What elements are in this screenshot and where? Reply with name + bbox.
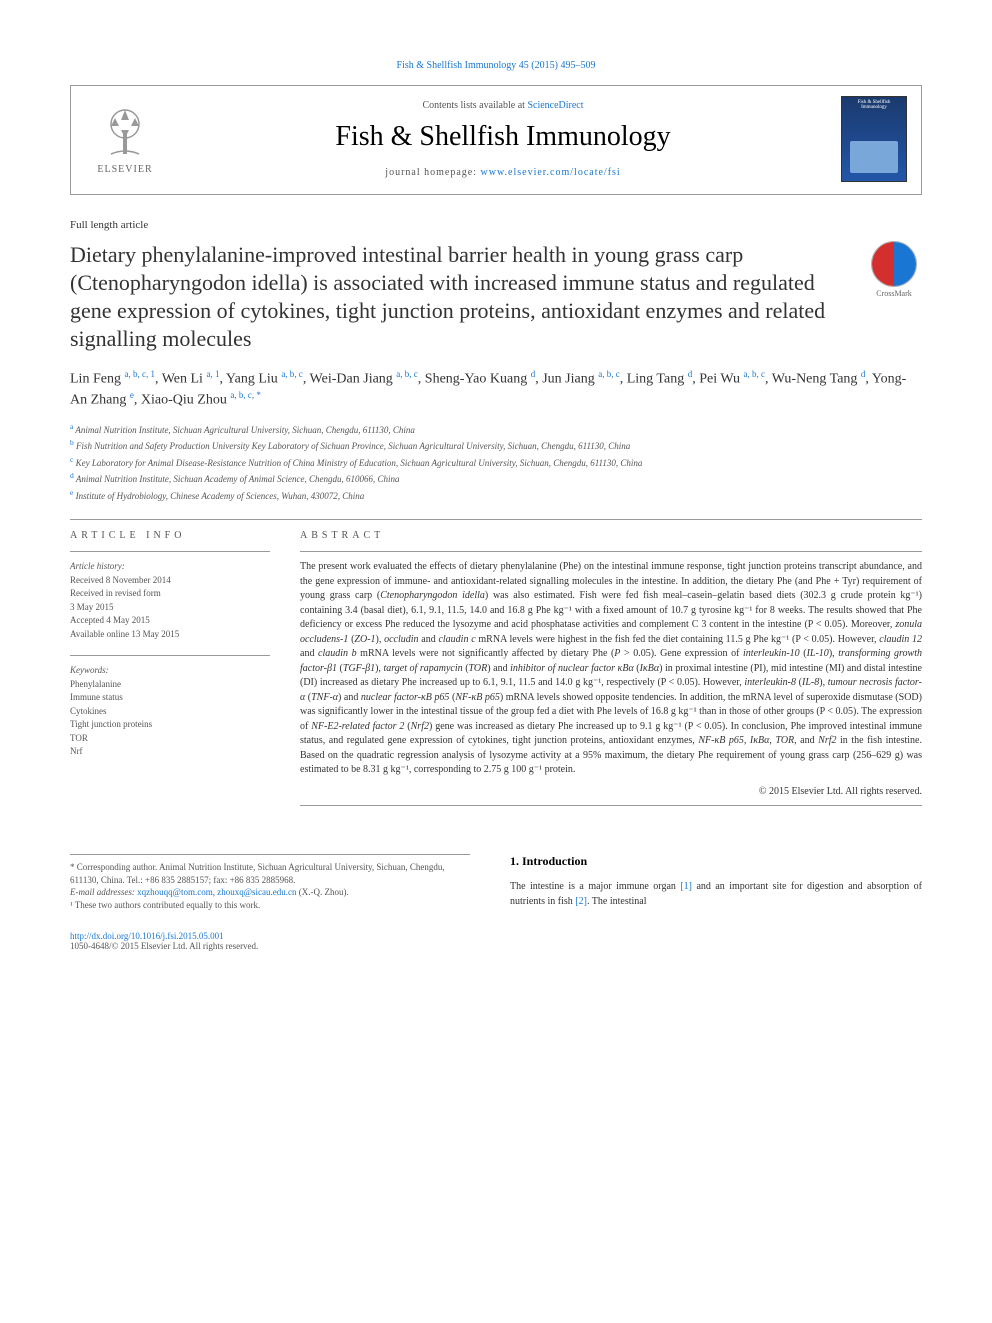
author-email-2[interactable]: zhouxq@sicau.edu.cn [217, 887, 296, 897]
introduction-text: The intestine is a major immune organ [1… [510, 879, 922, 909]
journal-homepage-line: journal homepage: www.elsevier.com/locat… [165, 167, 841, 178]
history-line: Available online 13 May 2015 [70, 628, 270, 642]
history-line: Received 8 November 2014 [70, 574, 270, 588]
contents-lists-line: Contents lists available at ScienceDirec… [165, 100, 841, 111]
article-type: Full length article [70, 219, 922, 231]
cover-label: Fish & Shellfish Immunology [845, 100, 903, 110]
history-line: Accepted 4 May 2015 [70, 614, 270, 628]
history-line: Received in revised form [70, 587, 270, 601]
introduction-heading: 1. Introduction [510, 854, 922, 869]
article-history: Article history: Received 8 November 201… [70, 560, 270, 641]
affiliations-list: a Animal Nutrition Institute, Sichuan Ag… [70, 421, 922, 504]
journal-header: ELSEVIER Contents lists available at Sci… [70, 85, 922, 195]
ref-link-1[interactable]: [1] [680, 881, 692, 892]
keyword-item: Nrf [70, 745, 270, 759]
issn-copyright: 1050-4648/© 2015 Elsevier Ltd. All right… [70, 941, 922, 951]
doi-link[interactable]: http://dx.doi.org/10.1016/j.fsi.2015.05.… [70, 931, 224, 941]
abstract-heading: ABSTRACT [300, 530, 922, 541]
affiliation-item: e Institute of Hydrobiology, Chinese Aca… [70, 487, 922, 504]
sciencedirect-link[interactable]: ScienceDirect [527, 100, 583, 111]
crossmark-widget[interactable]: CrossMark [866, 241, 922, 298]
journal-homepage-link[interactable]: www.elsevier.com/locate/fsi [481, 167, 621, 178]
corresponding-author-block: * Corresponding author. Animal Nutrition… [70, 854, 470, 911]
abstract-bottom-divider [300, 805, 922, 806]
journal-cover-thumb[interactable]: Fish & Shellfish Immunology [841, 96, 907, 182]
elsevier-logo[interactable]: ELSEVIER [85, 94, 165, 184]
keyword-item: TOR [70, 732, 270, 746]
elsevier-name: ELSEVIER [97, 164, 152, 175]
affiliation-item: c Key Laboratory for Animal Disease-Resi… [70, 454, 922, 471]
crossmark-icon [871, 241, 917, 287]
keyword-item: Tight junction proteins [70, 718, 270, 732]
section-divider [70, 519, 922, 520]
affiliation-item: d Animal Nutrition Institute, Sichuan Ac… [70, 470, 922, 487]
copyright-line: © 2015 Elsevier Ltd. All rights reserved… [300, 786, 922, 797]
equal-contribution-note: ¹ These two authors contributed equally … [70, 899, 470, 912]
keyword-item: Cytokines [70, 705, 270, 719]
crossmark-label: CrossMark [866, 289, 922, 298]
abstract-text: The present work evaluated the effects o… [300, 560, 922, 778]
keyword-item: Immune status [70, 691, 270, 705]
affiliation-item: a Animal Nutrition Institute, Sichuan Ag… [70, 421, 922, 438]
email-line: E-mail addresses: xqzhouqq@tom.com, zhou… [70, 886, 470, 899]
article-info-heading: ARTICLE INFO [70, 530, 270, 541]
elsevier-tree-icon [97, 104, 153, 160]
article-title: Dietary phenylalanine-improved intestina… [70, 241, 846, 354]
info-divider [70, 655, 270, 656]
journal-name: Fish & Shellfish Immunology [165, 121, 841, 153]
abstract-divider [300, 551, 922, 552]
journal-citation[interactable]: Fish & Shellfish Immunology 45 (2015) 49… [70, 60, 922, 71]
author-email-1[interactable]: xqzhouqq@tom.com [137, 887, 213, 897]
corresponding-note: * Corresponding author. Animal Nutrition… [70, 861, 470, 886]
keyword-item: Phenylalanine [70, 678, 270, 692]
doi-line: http://dx.doi.org/10.1016/j.fsi.2015.05.… [70, 931, 922, 941]
ref-link-2[interactable]: [2] [575, 896, 587, 907]
authors-list: Lin Feng a, b, c, 1, Wen Li a, 1, Yang L… [70, 368, 922, 411]
keywords-block: Keywords: PhenylalanineImmune statusCyto… [70, 664, 270, 759]
history-line: 3 May 2015 [70, 601, 270, 615]
affiliation-item: b Fish Nutrition and Safety Production U… [70, 437, 922, 454]
info-divider [70, 551, 270, 552]
